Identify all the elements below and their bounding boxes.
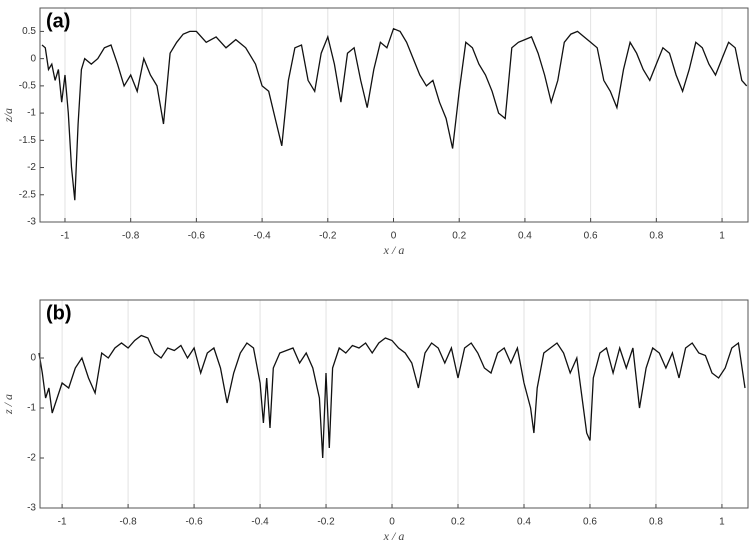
y-tick-label: -1	[27, 108, 36, 119]
panel-label: (b)	[46, 302, 72, 324]
x-tick-label: 0	[389, 517, 395, 528]
y-tick-label: -2.5	[19, 189, 37, 200]
y-tick-label: -3	[27, 217, 36, 228]
x-tick-label: -0.4	[251, 517, 269, 528]
y-tick-label: -0.5	[19, 81, 37, 92]
x-tick-label: 0	[391, 231, 397, 242]
x-axis-label: x / a	[383, 529, 405, 543]
y-tick-label: -1	[27, 403, 36, 414]
x-tick-label: -0.2	[319, 231, 337, 242]
y-tick-label: 0	[30, 353, 36, 364]
x-tick-label: -0.8	[119, 517, 137, 528]
data-line	[41, 27, 748, 201]
x-tick-label: 0.2	[451, 517, 465, 528]
x-tick-label: 0.6	[584, 231, 598, 242]
x-tick-label: 1	[719, 517, 725, 528]
x-tick-label: 0.8	[649, 517, 663, 528]
plot-frame	[39, 7, 749, 223]
x-axis-label: x / a	[383, 243, 405, 257]
y-tick-label: 0.5	[22, 26, 36, 37]
y-tick-label: -3	[27, 503, 36, 514]
x-tick-label: -1	[58, 517, 67, 528]
x-tick-label: 0.4	[518, 231, 532, 242]
y-tick-label: -1.5	[19, 135, 37, 146]
plot-area	[40, 300, 748, 508]
x-tick-label: -0.2	[317, 517, 335, 528]
plot-frame	[39, 299, 749, 509]
x-tick-label: -0.8	[122, 231, 140, 242]
x-tick-label: -1	[61, 231, 70, 242]
x-tick-label: -0.6	[185, 517, 203, 528]
y-tick-label: -2	[27, 453, 36, 464]
y-tick-label: 0	[30, 53, 36, 64]
panel-label: (a)	[46, 10, 70, 32]
x-tick-label: -0.4	[253, 231, 271, 242]
data-line	[38, 334, 746, 459]
y-axis-label: z / a	[1, 394, 15, 415]
x-tick-label: 0.8	[649, 231, 663, 242]
x-tick-label: 0.6	[583, 517, 597, 528]
x-tick-label: 1	[719, 231, 725, 242]
y-axis-label: z/a	[1, 108, 15, 123]
x-tick-label: 0.2	[452, 231, 466, 242]
y-tick-label: -2	[27, 162, 36, 173]
x-tick-label: 0.4	[517, 517, 531, 528]
x-tick-label: -0.6	[188, 231, 206, 242]
